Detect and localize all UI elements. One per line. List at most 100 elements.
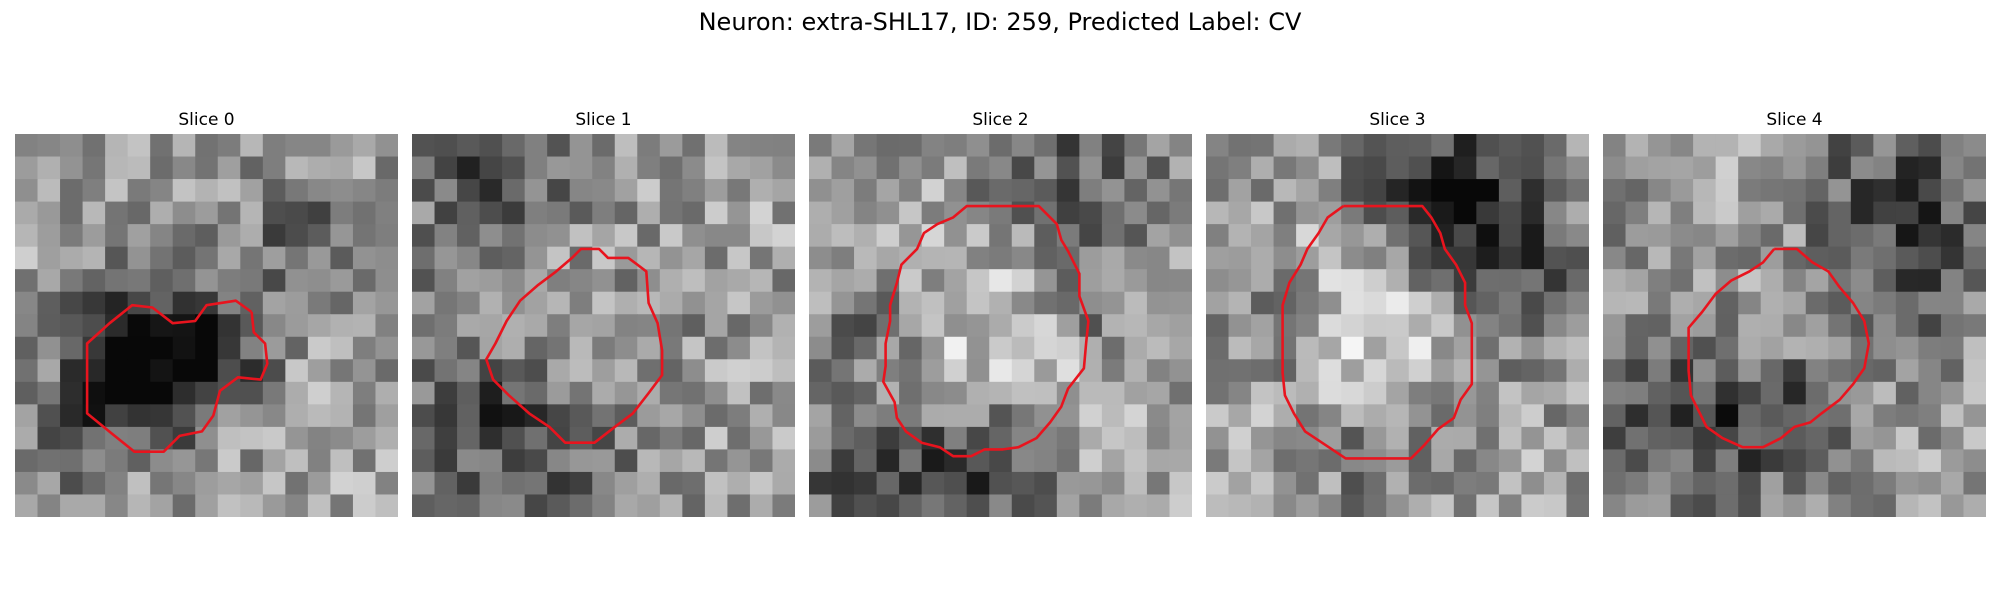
pixel: [1498, 269, 1523, 293]
pixel: [1408, 224, 1432, 248]
pixel: [1228, 359, 1252, 383]
pixel: [479, 201, 503, 225]
pixel: [1056, 201, 1080, 225]
pixel: [434, 449, 458, 473]
pixel: [1850, 314, 1874, 338]
pixel: [1566, 156, 1589, 180]
pixel: [1895, 404, 1920, 428]
pixel: [262, 314, 286, 338]
pixel: [1648, 404, 1672, 428]
pixel: [1715, 291, 1739, 315]
pixel: [502, 381, 526, 405]
pixel: [1476, 494, 1500, 517]
pixel: [1296, 291, 1320, 315]
pixel: [352, 404, 377, 428]
pixel: [150, 291, 174, 315]
pixel: [285, 471, 309, 496]
pixel: [1693, 426, 1717, 451]
pixel: [1603, 426, 1627, 451]
pixel: [412, 426, 436, 451]
pixel: [1386, 359, 1410, 383]
pixel: [352, 494, 377, 517]
pixel: [876, 404, 900, 428]
pixel: [285, 359, 309, 383]
pixel: [1296, 359, 1320, 383]
pixel: [1895, 381, 1920, 405]
pixel: [217, 336, 241, 360]
pixel: [899, 471, 923, 496]
pixel: [1543, 246, 1568, 270]
pixel: [1521, 314, 1545, 338]
pixel: [1146, 269, 1171, 293]
pixel: [569, 156, 593, 180]
pixel: [1124, 134, 1148, 158]
pixel: [1850, 381, 1874, 405]
pixel: [1521, 156, 1545, 180]
pixel: [105, 201, 129, 225]
pixel: [1738, 314, 1762, 338]
pixel: [434, 426, 458, 451]
pixel: [330, 314, 354, 338]
pixel: [1056, 449, 1080, 473]
pixel: [682, 449, 706, 473]
pixel: [150, 269, 174, 293]
pixel: [127, 224, 151, 248]
pixel: [1738, 179, 1762, 203]
pixel: [105, 494, 129, 517]
slice-title: Slice 4: [1766, 110, 1823, 130]
pixel: [285, 156, 309, 180]
pixel: [966, 224, 990, 248]
pixel: [1011, 224, 1035, 248]
pixel: [727, 381, 751, 405]
pixel: [37, 269, 61, 293]
pixel: [262, 224, 286, 248]
pixel: [1895, 201, 1920, 225]
pixel: [1273, 426, 1297, 451]
pixel: [682, 494, 706, 517]
pixel: [1101, 269, 1126, 293]
pixel: [1738, 426, 1762, 451]
pixel: [307, 314, 332, 338]
pixel: [614, 291, 638, 315]
pixel: [809, 449, 833, 473]
pixel: [727, 404, 751, 428]
pixel: [876, 201, 900, 225]
pixel: [1079, 156, 1103, 180]
pixel: [1318, 314, 1342, 338]
pixel: [1251, 134, 1275, 158]
pixel: [1521, 494, 1545, 517]
pixel: [502, 134, 526, 158]
pixel: [375, 134, 398, 158]
pixel: [457, 134, 481, 158]
pixel: [1940, 381, 1965, 405]
pixel: [899, 336, 923, 360]
pixel: [1918, 246, 1942, 270]
pixel: [1273, 179, 1297, 203]
pixel: [749, 471, 774, 496]
pixel: [1498, 134, 1523, 158]
pixel: [1625, 449, 1649, 473]
pixel: [217, 426, 241, 451]
pixel: [412, 224, 436, 248]
pixel: [217, 291, 241, 315]
pixel: [854, 314, 878, 338]
pixel: [1206, 314, 1230, 338]
pixel: [330, 381, 354, 405]
pixel: [876, 224, 900, 248]
pixel: [637, 201, 661, 225]
pixel: [1056, 426, 1080, 451]
pixel: [1124, 336, 1148, 360]
pixel: [1603, 179, 1627, 203]
pixel: [1146, 291, 1171, 315]
pixel: [1408, 404, 1432, 428]
pixel: [172, 404, 196, 428]
pixel: [1783, 471, 1807, 496]
pixel: [172, 179, 196, 203]
pixel: [1566, 246, 1589, 270]
pixel: [262, 381, 286, 405]
pixel: [1738, 156, 1762, 180]
pixel: [1124, 426, 1148, 451]
pixel: [1543, 471, 1568, 496]
pixel: [831, 359, 855, 383]
pixel: [1603, 269, 1627, 293]
